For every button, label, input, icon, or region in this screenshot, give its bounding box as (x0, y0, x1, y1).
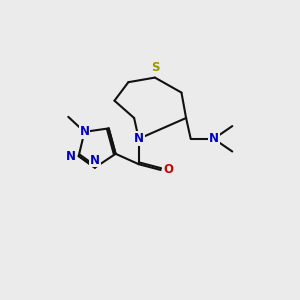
Text: N: N (80, 125, 89, 138)
Text: N: N (90, 154, 100, 166)
Text: N: N (209, 132, 219, 145)
Text: S: S (151, 61, 159, 74)
Text: N: N (134, 132, 144, 145)
Text: O: O (163, 164, 173, 176)
Text: N: N (66, 150, 76, 163)
